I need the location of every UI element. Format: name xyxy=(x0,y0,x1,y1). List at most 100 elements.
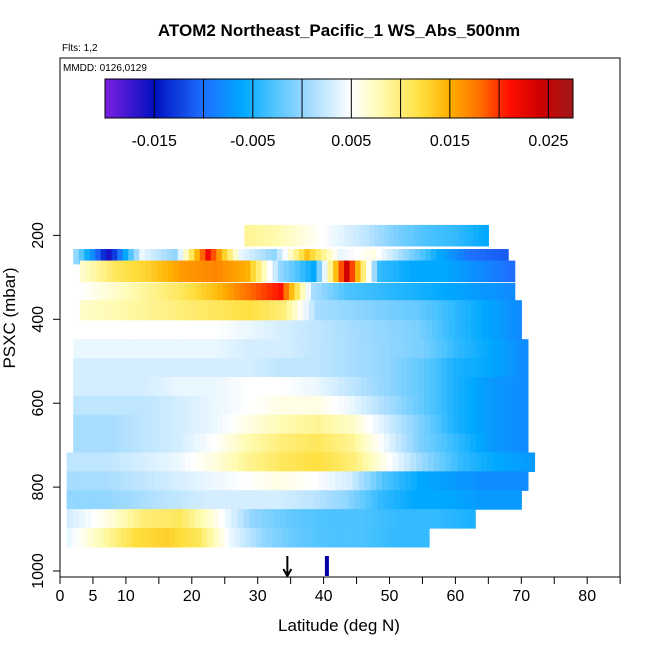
heatmap-cell xyxy=(205,249,212,265)
heatmap-cell xyxy=(93,528,100,548)
heatmap-cell xyxy=(96,395,103,416)
heatmap-cell xyxy=(96,320,103,340)
heatmap-cell xyxy=(85,320,92,340)
heatmap-cell xyxy=(299,283,307,302)
heatmap-cell xyxy=(225,509,232,529)
heatmap-cell xyxy=(314,224,320,247)
heatmap-cell xyxy=(107,395,115,416)
heatmap-cell xyxy=(85,260,92,283)
heatmap-cell xyxy=(153,358,161,378)
heatmap-cell xyxy=(265,249,272,265)
heatmap-cell xyxy=(90,358,97,378)
heatmap-cell xyxy=(185,452,192,472)
heatmap-cell xyxy=(337,249,344,265)
heatmap-cell xyxy=(412,358,420,378)
heatmap-cell xyxy=(443,224,450,247)
heatmap-cell xyxy=(409,249,416,265)
heatmap-cell xyxy=(152,320,159,340)
heatmap-cell xyxy=(431,249,438,265)
heatmap-cell xyxy=(493,452,500,472)
heatmap-cell xyxy=(487,300,494,321)
heatmap-cell xyxy=(170,490,177,510)
heatmap-cell xyxy=(96,358,103,378)
heatmap-cell xyxy=(401,414,408,435)
heatmap-cell xyxy=(304,509,312,529)
heatmap-cell xyxy=(493,358,500,378)
heatmap-cell xyxy=(258,300,265,321)
heatmap-cell xyxy=(165,471,173,491)
heatmap-cell xyxy=(135,490,143,510)
heatmap-cell xyxy=(457,471,465,491)
heatmap-cell xyxy=(510,433,517,454)
heatmap-cell xyxy=(475,490,482,510)
heatmap-cell xyxy=(163,320,170,340)
heatmap-cell xyxy=(274,224,280,247)
heatmap-cell xyxy=(145,260,152,283)
heatmap-cell xyxy=(73,395,80,416)
heatmap-cell xyxy=(493,414,500,435)
heatmap-cell xyxy=(510,300,517,321)
heatmap-cell xyxy=(182,395,189,416)
heatmap-cell xyxy=(193,490,200,510)
heatmap-cell xyxy=(433,452,441,472)
heatmap-cell xyxy=(130,395,138,416)
y-tick-label: 200 xyxy=(30,222,47,249)
heatmap-cell xyxy=(510,339,517,359)
heatmap-cell xyxy=(208,452,216,472)
heatmap-cell xyxy=(291,376,299,397)
heatmap-cell xyxy=(337,414,345,435)
heatmap-cell xyxy=(452,490,459,510)
y-axis: 200 400 600 800 1000 xyxy=(30,222,60,589)
heatmap-cell xyxy=(432,283,439,302)
heatmap-cell xyxy=(395,433,402,454)
heatmap-cell xyxy=(282,471,290,491)
heatmap-cell xyxy=(403,320,411,340)
heatmap-cell xyxy=(275,300,282,321)
heatmap-cell xyxy=(286,339,293,359)
heatmap-cell xyxy=(286,376,293,397)
heatmap-cell xyxy=(286,433,293,454)
bar-marker xyxy=(324,556,329,576)
heatmap-cell xyxy=(374,528,381,548)
heatmap-cell xyxy=(280,300,288,321)
heatmap-cell xyxy=(130,320,137,340)
heatmap-cell xyxy=(349,414,356,435)
heatmap-cell xyxy=(470,339,477,359)
heatmap-cell xyxy=(430,433,437,454)
heatmap-cell xyxy=(314,300,321,321)
heatmap-cell xyxy=(118,283,125,302)
heatmap-cell xyxy=(184,260,191,283)
heatmap-cell xyxy=(142,528,149,548)
heatmap-cell xyxy=(444,509,452,529)
heatmap-cell xyxy=(334,509,342,529)
heatmap-cell xyxy=(516,358,523,378)
heatmap-layer xyxy=(66,509,476,529)
heatmap-cell xyxy=(130,300,137,321)
heatmap-cell xyxy=(327,283,334,302)
heatmap-cell xyxy=(210,249,217,265)
heatmap-cell xyxy=(447,339,454,359)
heatmap-cell xyxy=(197,320,204,340)
heatmap-cell xyxy=(304,249,311,265)
heatmap-cell xyxy=(143,452,151,472)
heatmap-cell xyxy=(293,249,300,265)
heatmap-cell xyxy=(78,358,86,378)
heatmap-cell xyxy=(261,528,268,548)
heatmap-cell xyxy=(303,300,310,321)
heatmap-cell xyxy=(482,300,489,321)
heatmap-cell xyxy=(504,490,511,510)
heatmap-cell xyxy=(498,283,505,302)
heatmap-cell xyxy=(119,452,127,472)
heatmap-cell xyxy=(255,260,263,283)
x-tick-label: 0 xyxy=(56,588,65,605)
heatmap-cell xyxy=(326,528,333,548)
heatmap-cell xyxy=(283,260,290,283)
heatmap-cell xyxy=(148,433,155,454)
heatmap-cell xyxy=(448,224,455,247)
heatmap-cell xyxy=(418,358,425,378)
heatmap-cell xyxy=(141,300,148,321)
heatmap-cell xyxy=(263,414,270,435)
heatmap-cell xyxy=(257,433,264,454)
heatmap-cell xyxy=(236,320,243,340)
heatmap-cell xyxy=(441,339,448,359)
